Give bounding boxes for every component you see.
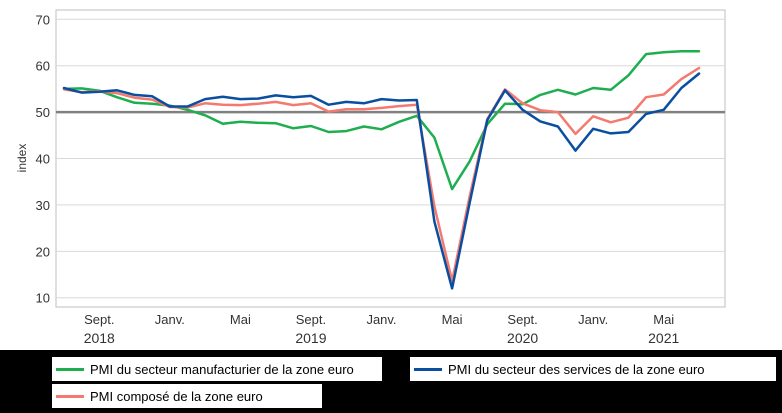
y-tick-label: 70	[36, 12, 50, 27]
legend-label-composite: PMI composé de la zone euro	[90, 388, 263, 404]
y-tick-label: 10	[36, 291, 50, 306]
legend-swatch-composite	[56, 394, 84, 398]
pmi-line-chart: 10 20 30 40 50 60 70 Sept. Janv. Mai Sept. Janv. Mai…	[15, 9, 726, 346]
x-tick-label: Janv.	[155, 312, 185, 327]
axis-labels: 10 20 30 40 50 60 70 Sept. Janv. Mai Sept. Janv. Mai…	[36, 12, 680, 346]
y-axis-title: index	[15, 144, 29, 173]
series-line-services	[62, 72, 701, 290]
x-tick-label: Mai	[230, 312, 251, 327]
legend-swatch-manufacturing	[56, 367, 84, 371]
x-tick-label: Janv.	[578, 312, 608, 327]
x-year-label: 2018	[84, 330, 115, 346]
x-tick-label: Sept.	[84, 312, 114, 327]
y-tick-label: 30	[36, 198, 50, 213]
x-year-label: 2020	[507, 330, 538, 346]
x-year-label: 2021	[648, 330, 679, 346]
legend-swatch-services	[414, 367, 442, 371]
series-layer	[62, 50, 701, 290]
legend-item-composite: PMI composé de la zone euro	[52, 384, 322, 408]
legend-item-services: PMI du secteur des services de la zone e…	[410, 357, 776, 381]
legend-label-services: PMI du secteur des services de la zone e…	[448, 361, 705, 377]
x-tick-label: Mai	[653, 312, 674, 327]
y-tick-label: 20	[36, 244, 50, 259]
y-tick-label: 40	[36, 152, 50, 167]
x-tick-label: Mai	[442, 312, 463, 327]
y-tick-label: 50	[36, 105, 50, 120]
y-tick-label: 60	[36, 59, 50, 74]
legend-label-manufacturing: PMI du secteur manufacturier de la zone …	[90, 361, 354, 377]
x-year-label: 2019	[295, 330, 326, 346]
x-tick-label: Janv.	[366, 312, 396, 327]
x-tick-label: Sept.	[296, 312, 326, 327]
legend-item-manufacturing: PMI du secteur manufacturier de la zone …	[52, 357, 382, 381]
x-tick-label: Sept.	[507, 312, 537, 327]
